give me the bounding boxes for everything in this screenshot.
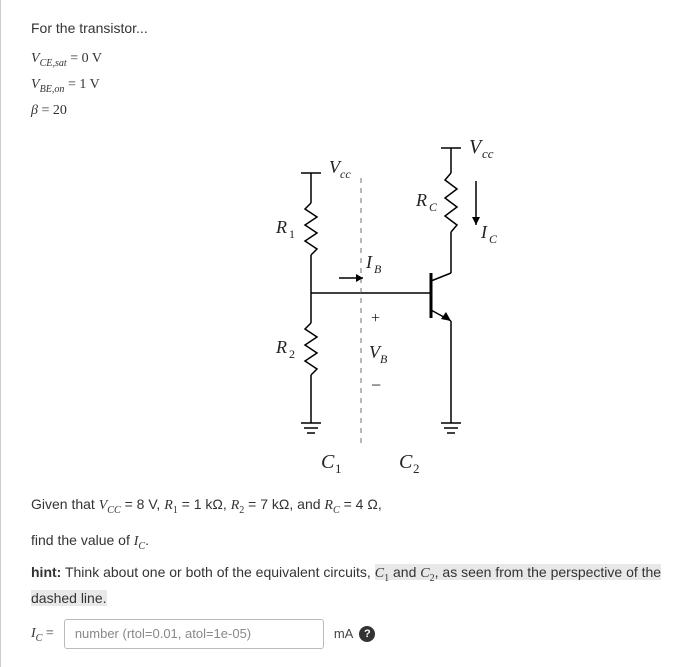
hint-label: hint: (31, 564, 61, 580)
svg-text:2: 2 (413, 461, 420, 476)
svg-text:2: 2 (289, 347, 295, 361)
c2-label: C (399, 451, 413, 473)
page: For the transistor... VCE,sat = 0 V VBE,… (0, 0, 700, 667)
svg-text:1: 1 (289, 227, 295, 241)
help-icon[interactable]: ? (359, 626, 375, 642)
svg-text:cc: cc (482, 146, 494, 161)
answer-row: IC = number (rtol=0.01, atol=1e-05) mA ? (31, 619, 670, 649)
svg-text:C: C (489, 232, 498, 246)
transistor-params: VCE,sat = 0 V VBE,on = 1 V β = 20 (31, 47, 670, 121)
unit-text: mA (334, 626, 354, 641)
circuit-svg: V cc R 1 R 2 (221, 133, 521, 493)
svg-text:R: R (415, 190, 427, 210)
svg-text:C: C (429, 200, 438, 214)
right-branch: V cc R C I C (361, 136, 498, 433)
param-beta: β = 20 (31, 99, 670, 121)
hint-line: hint: Think about one or both of the equ… (31, 561, 670, 609)
intro-text: For the transistor... (31, 18, 670, 39)
left-branch: V cc R 1 R 2 (275, 157, 361, 433)
circuit-figure: V cc R 1 R 2 (31, 133, 670, 493)
c1-label: C (321, 451, 335, 473)
svg-text:B: B (380, 352, 388, 366)
vb-label: + V B − (369, 310, 388, 395)
svg-text:B: B (374, 262, 382, 276)
unit-badge: mA ? (334, 626, 376, 642)
answer-input[interactable]: number (rtol=0.01, atol=1e-05) (64, 619, 324, 649)
svg-text:1: 1 (335, 461, 342, 476)
param-vbeon: VBE,on = 1 V (31, 73, 670, 97)
svg-text:R: R (275, 217, 287, 237)
ib-arrow: I B (339, 252, 382, 282)
given-line: Given that VCC = 8 V, R1 = 1 kΩ, R2 = 7 … (31, 493, 670, 519)
svg-text:cc: cc (340, 167, 351, 181)
find-line: find the value of IC. (31, 529, 670, 555)
svg-text:I: I (365, 252, 373, 272)
svg-text:I: I (480, 222, 488, 242)
answer-placeholder: number (rtol=0.01, atol=1e-05) (75, 626, 251, 641)
given-block: Given that VCC = 8 V, R1 = 1 kΩ, R2 = 7 … (31, 493, 670, 649)
svg-text:R: R (275, 337, 287, 357)
param-vcesat: VCE,sat = 0 V (31, 47, 670, 71)
svg-text:+: + (371, 310, 380, 327)
svg-text:−: − (371, 375, 381, 395)
